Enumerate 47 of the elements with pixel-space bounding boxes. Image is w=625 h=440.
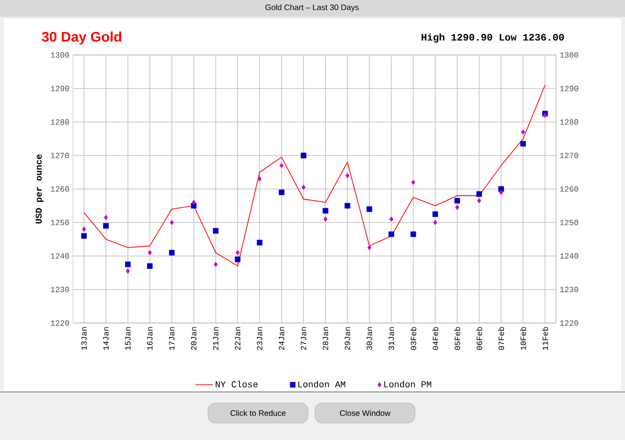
point xyxy=(256,240,262,246)
chart-title: 30 Day Gold xyxy=(42,31,122,44)
point xyxy=(499,190,504,195)
point xyxy=(280,162,284,168)
point xyxy=(302,184,306,190)
point xyxy=(432,211,438,217)
point xyxy=(104,214,108,220)
point xyxy=(214,262,218,267)
point xyxy=(125,262,131,268)
point xyxy=(82,226,86,232)
point xyxy=(300,152,306,158)
point xyxy=(323,216,328,222)
point xyxy=(345,173,350,178)
point xyxy=(126,268,130,274)
point xyxy=(170,220,174,226)
point xyxy=(411,180,416,185)
point xyxy=(212,228,219,234)
point xyxy=(433,220,438,226)
point xyxy=(258,176,262,182)
point xyxy=(520,140,526,147)
point xyxy=(389,216,394,222)
point xyxy=(103,223,109,229)
legend-label: London AM xyxy=(298,380,346,388)
legend-label: NY Close xyxy=(216,380,258,388)
point xyxy=(344,202,350,209)
point xyxy=(234,256,240,262)
chart-subtitle: High 1290.90 Low 1236.00 xyxy=(422,33,564,43)
point xyxy=(147,263,153,269)
point xyxy=(454,198,460,204)
line-series xyxy=(84,84,546,266)
point xyxy=(148,250,152,256)
y-axis-title: USD per ounce xyxy=(36,154,44,224)
point xyxy=(476,191,482,197)
point xyxy=(192,200,196,205)
point xyxy=(366,206,372,212)
point xyxy=(477,198,482,204)
point xyxy=(521,129,526,135)
point xyxy=(388,231,394,238)
point xyxy=(410,231,416,238)
point xyxy=(322,208,328,214)
point xyxy=(455,204,460,210)
legend-label: London PM xyxy=(384,380,432,388)
point xyxy=(169,250,175,256)
point xyxy=(81,233,87,239)
point xyxy=(236,250,240,256)
point xyxy=(367,245,372,250)
point xyxy=(278,190,284,196)
